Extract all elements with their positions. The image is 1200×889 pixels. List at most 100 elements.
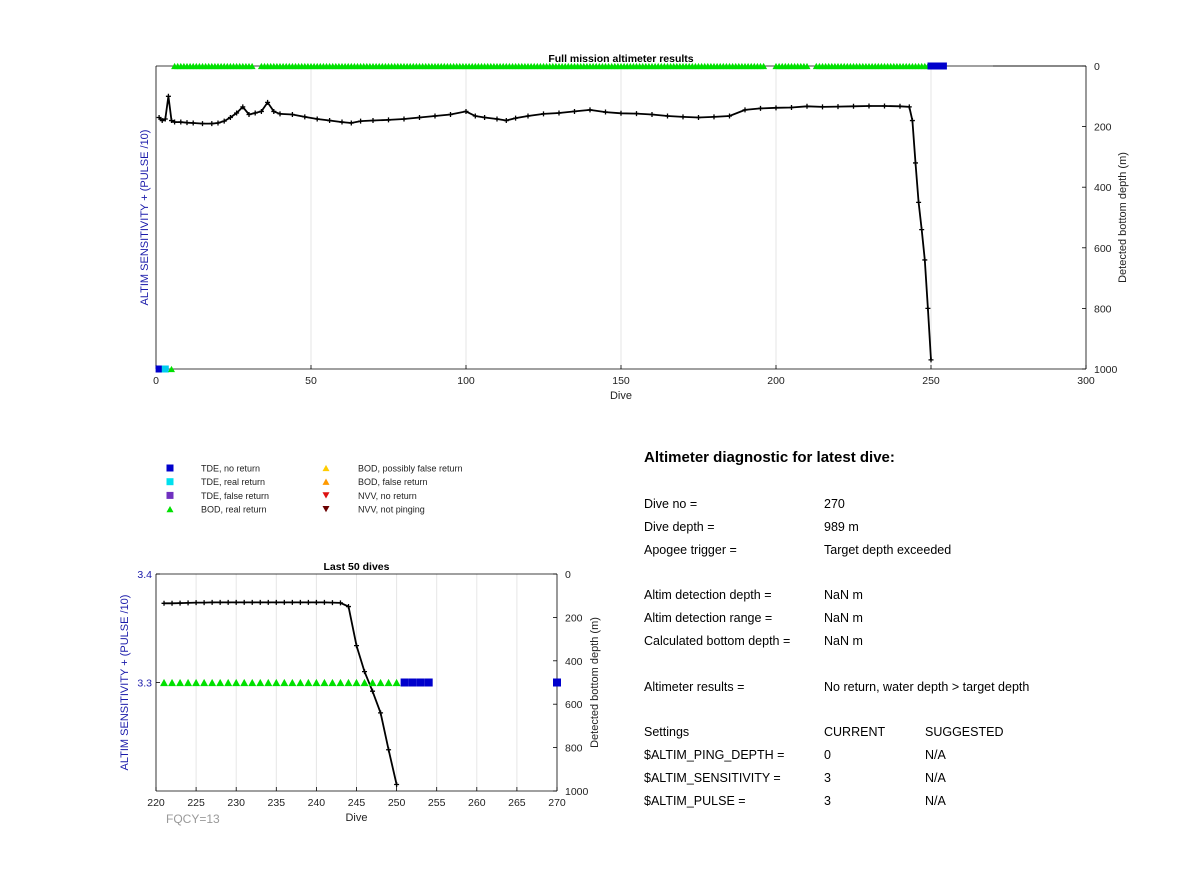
depth-point xyxy=(541,111,546,117)
settings-header-current: CURRENT xyxy=(824,725,886,739)
legend-marker xyxy=(166,464,174,472)
depth-point xyxy=(909,118,915,124)
legend: TDE, no return TDE, real return TDE, false… xyxy=(166,464,463,515)
diag-row-value: NaN m xyxy=(824,611,863,625)
y2-axis-label: Detected bottom depth (m) xyxy=(1117,152,1129,283)
depth-point xyxy=(587,107,593,113)
tde-marker xyxy=(424,678,433,687)
legend-label: BOD, real return xyxy=(201,505,267,515)
setting-name: $ALTIM_PING_DEPTH = xyxy=(644,748,785,762)
diag-row-label: Calculated bottom depth = xyxy=(644,634,791,648)
depth-point xyxy=(200,121,205,127)
diag-row-value: NaN m xyxy=(824,588,863,602)
bod-marker xyxy=(760,62,768,70)
depth-point xyxy=(618,110,624,116)
bod-marker xyxy=(168,365,175,373)
legend-marker xyxy=(322,492,330,499)
bod-marker xyxy=(392,678,401,687)
depth-point xyxy=(297,599,303,605)
bod-marker xyxy=(256,678,265,687)
depth-point xyxy=(354,643,359,649)
x-axis-label: Dive xyxy=(610,390,632,402)
depth-point xyxy=(209,599,215,605)
depth-point xyxy=(906,104,912,110)
depth-point xyxy=(742,107,748,113)
depth-point xyxy=(257,599,263,605)
depth-point xyxy=(178,119,184,125)
bod-marker xyxy=(803,62,811,70)
depth-point xyxy=(233,599,239,605)
y2-tick-label: 200 xyxy=(565,612,583,624)
depth-point xyxy=(258,108,264,114)
depth-point xyxy=(556,110,562,116)
depth-point xyxy=(634,111,639,117)
depth-point xyxy=(184,120,190,126)
depth-point xyxy=(448,111,453,117)
depth-point xyxy=(201,600,207,606)
depth-point xyxy=(362,669,368,675)
legend-label: BOD, possibly false return xyxy=(358,464,463,474)
depth-point xyxy=(217,599,223,605)
depth-point xyxy=(401,116,407,122)
x-tick-label: 100 xyxy=(457,375,475,387)
diag-row-value: 989 m xyxy=(824,520,859,534)
bod-marker xyxy=(376,678,385,687)
setting-suggested: N/A xyxy=(925,794,946,808)
depth-point xyxy=(273,599,279,605)
bod-marker xyxy=(192,678,201,687)
bod-marker xyxy=(224,678,233,687)
x-tick-label: 220 xyxy=(147,797,165,809)
depth-point xyxy=(696,115,701,121)
legend-marker xyxy=(166,478,174,486)
depth-point xyxy=(525,113,531,119)
depth-point xyxy=(773,105,779,111)
depth-point xyxy=(209,121,215,127)
y2-tick-label: 800 xyxy=(565,743,583,755)
depth-point xyxy=(277,111,283,117)
bod-marker xyxy=(280,678,289,687)
y2-tick-label: 600 xyxy=(565,699,583,711)
depth-point xyxy=(386,747,392,753)
depth-point xyxy=(305,599,311,605)
x-tick-label: 50 xyxy=(305,375,317,387)
tde-marker xyxy=(939,62,947,70)
depth-point xyxy=(321,599,327,605)
setting-suggested: N/A xyxy=(925,771,946,785)
depth-point xyxy=(919,227,925,233)
diag-row-value: No return, water depth > target depth xyxy=(824,680,1030,694)
diag-row-value: NaN m xyxy=(824,634,863,648)
depth-point xyxy=(240,104,246,110)
depth-point xyxy=(265,599,271,605)
depth-point xyxy=(169,118,174,124)
fqcy-annotation: FQCY=13 xyxy=(166,812,220,826)
diag-row-label: Dive depth = xyxy=(644,520,715,534)
y2-tick-label: 200 xyxy=(1094,122,1112,134)
depth-point xyxy=(463,108,469,114)
depth-point xyxy=(472,113,478,119)
setting-suggested: N/A xyxy=(925,748,946,762)
depth-point xyxy=(804,103,810,109)
y2-tick-label: 400 xyxy=(1094,182,1112,194)
bod-marker xyxy=(248,678,257,687)
bod-marker xyxy=(288,678,297,687)
depth-point xyxy=(727,113,732,119)
depth-point xyxy=(162,116,168,122)
depth-point xyxy=(314,116,320,122)
y2-tick-label: 600 xyxy=(1094,243,1112,255)
depth-point xyxy=(494,116,500,122)
y2-tick-label: 800 xyxy=(1094,303,1112,315)
y2-tick-label: 1000 xyxy=(565,786,589,798)
depth-point xyxy=(835,104,841,110)
depth-point xyxy=(159,118,165,124)
tde-marker xyxy=(416,678,425,687)
depth-point xyxy=(241,599,247,605)
x-tick-label: 245 xyxy=(348,797,366,809)
depth-point xyxy=(928,357,934,363)
tde-marker xyxy=(155,365,163,373)
depth-point xyxy=(348,120,354,126)
bod-marker xyxy=(368,678,377,687)
x-tick-label: 235 xyxy=(268,797,286,809)
legend-label: BOD, false return xyxy=(358,477,428,487)
depth-point xyxy=(289,111,295,117)
